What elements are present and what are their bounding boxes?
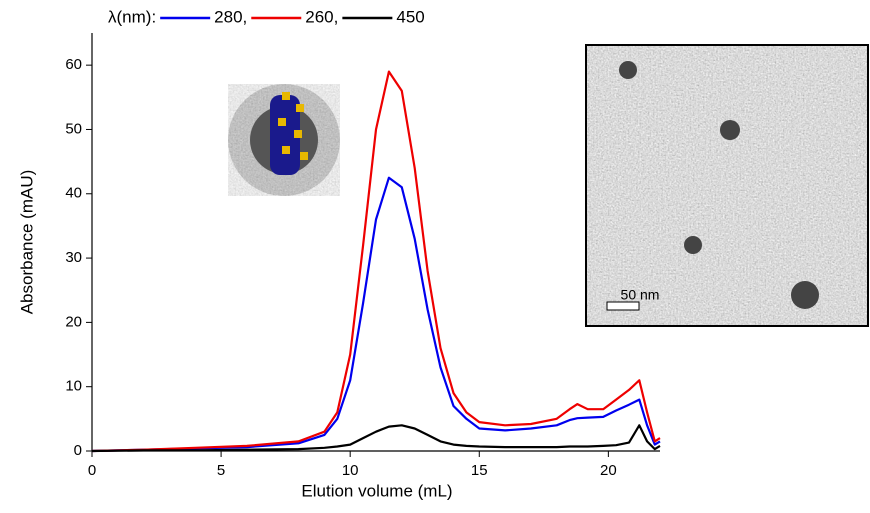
x-axis-label: Elution volume (mL) [301,481,452,500]
y-tick-label: 20 [65,313,82,330]
scale-bar-label: 50 nm [621,287,660,303]
y-axis-label: Absorbance (mAU) [17,170,36,315]
y-tick-label: 50 [65,120,82,137]
series-line [91,176,661,453]
series-line [91,70,661,453]
series-line [91,424,661,453]
x-tick-label: 5 [217,462,225,479]
y-tick-label: 30 [65,249,82,266]
protein-image [228,84,340,196]
micrograph-image: 50 nm [585,44,869,327]
legend-label: 260, [305,7,338,26]
y-tick-label: 10 [65,378,82,395]
x-tick-label: 10 [342,462,359,479]
legend-label: 450 [396,7,424,26]
y-tick-label: 0 [74,442,82,459]
legend-title: λ(nm): [108,7,156,26]
x-tick-label: 20 [600,462,617,479]
legend-label: 280, [214,7,247,26]
x-tick-label: 15 [471,462,488,479]
y-tick-label: 40 [65,185,82,202]
y-tick-label: 60 [65,56,82,73]
x-tick-label: 0 [88,462,96,479]
